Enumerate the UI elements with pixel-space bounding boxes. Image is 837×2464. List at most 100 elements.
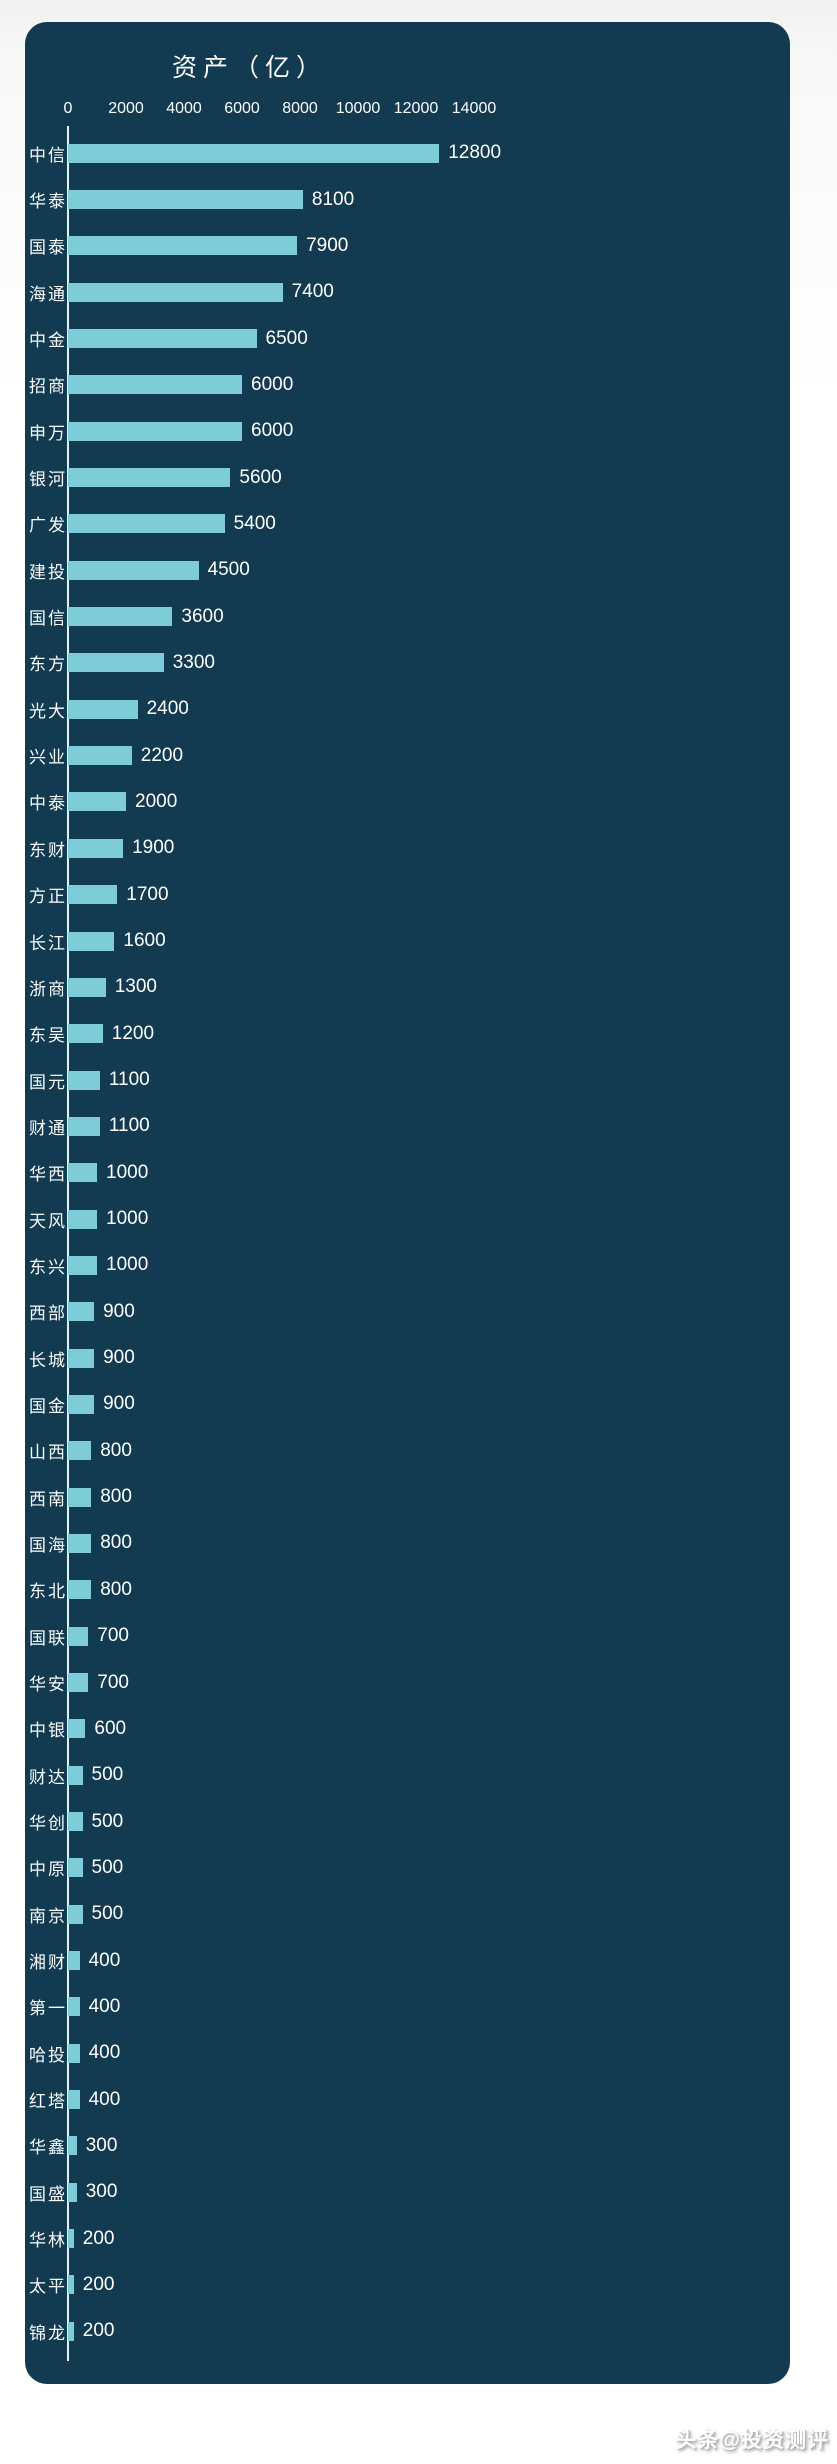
bar-row: 华鑫 300 (25, 2123, 790, 2169)
bar-track: 5600 (68, 467, 474, 488)
category-label: 方正 (29, 887, 67, 907)
bar (68, 1070, 100, 1090)
bar-row: 东财 1900 (25, 825, 790, 871)
bar (68, 1302, 95, 1322)
category-label: 财通 (29, 1118, 67, 1138)
value-label: 300 (85, 2134, 118, 2156)
category-label: 华林 (29, 2231, 67, 2251)
bar-row: 红塔 400 (25, 2076, 790, 2122)
value-label: 3600 (181, 605, 224, 627)
value-label: 200 (82, 2320, 115, 2342)
category-label: 光大 (29, 701, 67, 721)
bar-track: 1100 (68, 1115, 474, 1137)
value-label: 2200 (140, 744, 184, 766)
bar (68, 1626, 89, 1646)
bar-row: 山西 800 (25, 1428, 790, 1474)
bar-track: 300 (68, 2181, 474, 2203)
value-label: 800 (100, 1439, 132, 1461)
bar-track: 5400 (68, 513, 474, 534)
bar-track: 1300 (68, 976, 474, 997)
category-label: 国海 (29, 1535, 67, 1555)
bar-track: 7900 (68, 235, 474, 256)
bar (68, 931, 115, 951)
bar-track: 500 (68, 1856, 474, 1878)
bar-row: 西部 900 (25, 1289, 790, 1335)
bar-row: 国元 1100 (25, 1057, 790, 1103)
bar-track: 400 (68, 1996, 474, 2017)
bar (68, 1163, 97, 1183)
value-label: 800 (100, 1532, 132, 1554)
bar (68, 1904, 83, 1924)
category-label: 长江 (29, 933, 67, 953)
category-label: 中金 (29, 331, 67, 351)
value-label: 1000 (106, 1208, 149, 1230)
value-label: 1100 (108, 1115, 150, 1137)
bar-row: 中金 6500 (25, 315, 790, 361)
value-label: 7400 (291, 281, 334, 303)
category-label: 长城 (29, 1350, 67, 1370)
category-label: 锦龙 (29, 2323, 67, 2343)
bar-row: 国联 700 (25, 1613, 790, 1659)
value-label: 500 (91, 1764, 124, 1786)
bar-track: 6000 (68, 374, 474, 395)
bar-track: 500 (68, 1903, 474, 1924)
bar (68, 421, 242, 441)
bar-track: 1200 (68, 1023, 474, 1044)
category-label: 东吴 (29, 1026, 67, 1046)
bar-row: 长城 900 (25, 1335, 790, 1381)
bar-row: 天风 1000 (25, 1196, 790, 1242)
category-label: 国金 (29, 1396, 67, 1416)
bar (68, 1719, 86, 1739)
value-label: 500 (91, 1856, 124, 1878)
bar-track: 1000 (68, 1208, 474, 1230)
category-label: 海通 (29, 284, 67, 304)
category-label: 中泰 (29, 794, 67, 814)
value-label: 900 (103, 1393, 135, 1415)
category-label: 山西 (29, 1443, 67, 1463)
bar (68, 1441, 92, 1461)
value-label: 6000 (251, 420, 294, 442)
x-axis-tick-label: 2000 (108, 100, 144, 117)
bar-track: 900 (68, 1347, 474, 1368)
category-label: 国信 (29, 609, 67, 629)
bar-track: 2400 (68, 698, 474, 720)
bar-row: 财达 500 (25, 1752, 790, 1798)
bar (68, 2043, 80, 2063)
value-label: 1600 (123, 930, 166, 952)
bar-row: 太平 200 (25, 2262, 790, 2308)
bar-row: 兴业 2200 (25, 732, 790, 778)
bar (68, 2321, 74, 2341)
bar-row: 招商 6000 (25, 362, 790, 408)
bar (68, 1533, 92, 1553)
bar-track: 2000 (68, 790, 474, 812)
value-label: 2400 (146, 698, 189, 720)
category-label: 建投 (29, 562, 67, 582)
value-label: 2000 (135, 790, 178, 812)
bar-track: 800 (68, 1532, 474, 1554)
bar-track: 700 (68, 1672, 474, 1693)
category-label: 湘财 (29, 1953, 67, 1973)
value-label: 400 (88, 1949, 121, 1971)
bar (68, 1951, 80, 1971)
bar (68, 1394, 95, 1414)
bar-row: 长江 1600 (25, 918, 790, 964)
category-label: 国联 (29, 1628, 67, 1648)
bar-track: 900 (68, 1301, 474, 1322)
x-axis-tick-label: 8000 (282, 100, 318, 117)
value-label: 1000 (106, 1161, 149, 1183)
bar-row: 财通 1100 (25, 1103, 790, 1149)
value-label: 300 (85, 2181, 118, 2203)
bar-rows: 中信 12800 华泰 8100 国泰 7900 海通 7400 中金 6500 招商 6000 申万 6… (25, 130, 790, 2355)
bar-row: 华林 200 (25, 2215, 790, 2261)
value-label: 6500 (265, 327, 308, 349)
bar-track: 1000 (68, 1161, 474, 1183)
bar-track: 400 (68, 1949, 474, 1971)
bar-track: 800 (68, 1579, 474, 1600)
bar (68, 2090, 80, 2110)
bar-chart-plot: 中信 12800 华泰 8100 国泰 7900 海通 7400 中金 6500 招商 6000 申万 6… (25, 126, 790, 2361)
bar-track: 500 (68, 1764, 474, 1786)
bar (68, 468, 231, 488)
category-label: 国泰 (29, 238, 67, 258)
bar-track: 800 (68, 1486, 474, 1507)
bar (68, 2136, 77, 2156)
